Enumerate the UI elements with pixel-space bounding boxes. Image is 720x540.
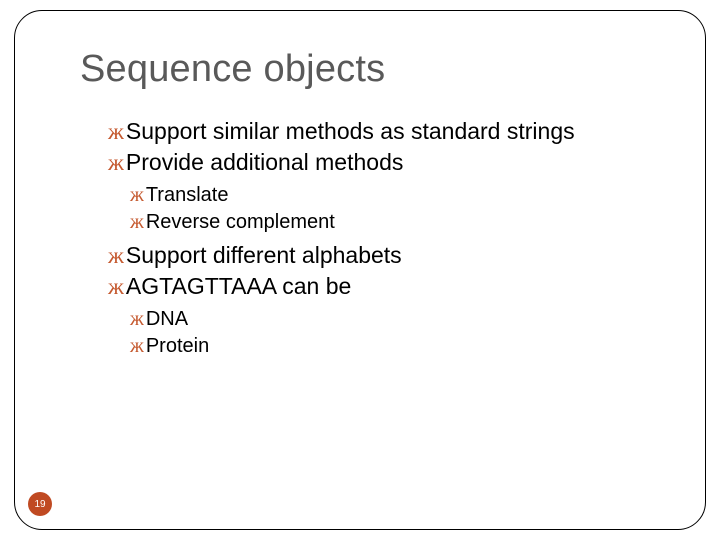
bullet-l2: жReverse complement [80, 210, 660, 235]
bullet-l1: жProvide additional methods [80, 148, 660, 177]
swirl-bullet-icon: ж [108, 118, 124, 146]
bullet-l2: жDNA [80, 307, 660, 332]
bullet-text: DNA [146, 308, 188, 330]
page-number-badge: 19 [28, 492, 52, 516]
swirl-bullet-icon: ж [108, 273, 124, 301]
bullet-text: Support similar methods as standard stri… [126, 118, 575, 144]
swirl-bullet-icon: ж [108, 242, 124, 270]
bullet-l1: жSupport different alphabets [80, 241, 660, 270]
swirl-bullet-icon: ж [130, 210, 144, 235]
bullet-text: Translate [146, 184, 229, 206]
slide: Sequence objects жSupport similar method… [0, 0, 720, 540]
bullet-text: Provide additional methods [126, 149, 403, 175]
bullet-text: Support different alphabets [126, 242, 402, 268]
swirl-bullet-icon: ж [130, 334, 144, 359]
page-number: 19 [34, 499, 45, 510]
bullet-text: AGTAGTTAAA can be [126, 273, 351, 299]
swirl-bullet-icon: ж [108, 149, 124, 177]
bullet-l2: жProtein [80, 334, 660, 359]
bullet-l2: жTranslate [80, 183, 660, 208]
bullet-text: Reverse complement [146, 211, 335, 233]
slide-content: Sequence objects жSupport similar method… [80, 48, 660, 361]
bullet-l1: жAGTAGTTAAA can be [80, 272, 660, 301]
bullet-text: Protein [146, 335, 209, 357]
swirl-bullet-icon: ж [130, 183, 144, 208]
swirl-bullet-icon: ж [130, 307, 144, 332]
slide-title: Sequence objects [80, 48, 660, 91]
bullet-l1: жSupport similar methods as standard str… [80, 117, 660, 146]
